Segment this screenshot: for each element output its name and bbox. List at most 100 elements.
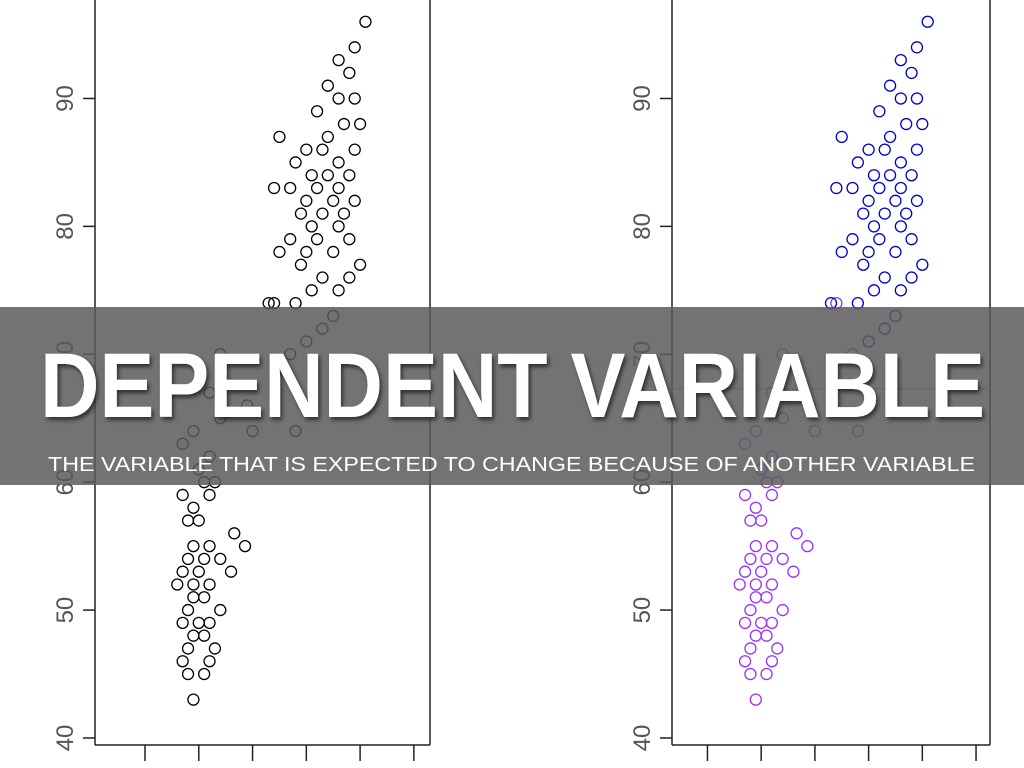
point xyxy=(176,655,189,668)
point xyxy=(733,578,746,591)
point xyxy=(181,667,195,681)
point xyxy=(348,194,361,207)
point xyxy=(894,181,907,195)
point xyxy=(857,258,870,271)
point xyxy=(294,258,308,271)
point xyxy=(894,284,907,297)
point xyxy=(744,667,757,681)
point xyxy=(214,552,227,566)
point xyxy=(765,655,779,668)
point xyxy=(862,143,875,156)
point xyxy=(321,169,334,182)
point xyxy=(273,245,286,259)
point xyxy=(835,245,848,259)
point xyxy=(198,552,211,566)
point xyxy=(905,233,918,246)
point xyxy=(343,271,356,284)
point xyxy=(873,181,886,195)
point xyxy=(889,245,902,259)
point xyxy=(359,15,372,28)
point xyxy=(749,578,762,591)
point xyxy=(910,41,924,54)
point xyxy=(343,169,356,182)
point xyxy=(327,245,340,259)
point xyxy=(332,156,345,169)
point xyxy=(738,488,752,502)
point xyxy=(765,616,779,630)
point xyxy=(771,642,784,655)
point xyxy=(310,105,324,118)
point xyxy=(273,130,286,143)
point xyxy=(765,488,779,502)
point xyxy=(198,629,211,642)
point xyxy=(284,233,297,246)
point xyxy=(316,143,329,156)
point xyxy=(916,258,929,271)
point xyxy=(192,514,205,527)
point xyxy=(894,220,907,233)
point xyxy=(305,220,318,233)
point xyxy=(176,488,189,502)
point xyxy=(790,527,803,540)
point xyxy=(198,591,211,604)
point xyxy=(883,169,897,182)
point xyxy=(894,92,907,105)
point xyxy=(787,565,800,578)
point xyxy=(867,284,881,297)
point xyxy=(738,655,752,668)
point xyxy=(749,539,762,553)
y-tick-label: 40 xyxy=(629,725,656,752)
point xyxy=(294,207,308,220)
y-tick-label: 80 xyxy=(52,213,79,240)
point xyxy=(765,578,779,591)
y-tick-label: 90 xyxy=(52,85,79,112)
point xyxy=(187,578,200,591)
point xyxy=(749,693,762,706)
point xyxy=(332,92,345,105)
point xyxy=(187,501,200,514)
point xyxy=(289,156,302,169)
point xyxy=(224,565,238,578)
point xyxy=(760,667,773,681)
point xyxy=(327,194,340,207)
point xyxy=(300,143,313,156)
point xyxy=(744,552,757,566)
point xyxy=(873,105,886,118)
point xyxy=(883,130,897,143)
point xyxy=(867,169,881,182)
point xyxy=(187,693,200,706)
point xyxy=(187,539,200,553)
point xyxy=(878,143,891,156)
point xyxy=(171,578,184,591)
y-tick-label: 50 xyxy=(52,597,79,624)
y-tick-label: 90 xyxy=(629,85,656,112)
point xyxy=(203,488,216,502)
point xyxy=(765,539,779,553)
point xyxy=(337,207,351,220)
point xyxy=(353,117,367,131)
point xyxy=(300,194,313,207)
point xyxy=(316,271,329,284)
slide-subtitle: THE VARIABLE THAT IS EXPECTED TO CHANGE … xyxy=(48,454,975,476)
point xyxy=(738,616,752,630)
point xyxy=(867,220,881,233)
point xyxy=(862,194,875,207)
point xyxy=(905,271,918,284)
point xyxy=(305,284,318,297)
point xyxy=(321,130,334,143)
point xyxy=(916,117,929,131)
y-tick-label: 50 xyxy=(629,597,656,624)
point xyxy=(348,92,361,105)
point xyxy=(181,552,195,566)
point xyxy=(873,233,886,246)
point xyxy=(760,552,773,566)
point xyxy=(343,66,356,80)
point xyxy=(181,603,195,617)
point xyxy=(744,642,757,655)
point xyxy=(208,642,222,655)
point xyxy=(921,15,934,28)
point xyxy=(305,169,318,182)
point xyxy=(310,181,324,195)
point xyxy=(851,156,865,169)
